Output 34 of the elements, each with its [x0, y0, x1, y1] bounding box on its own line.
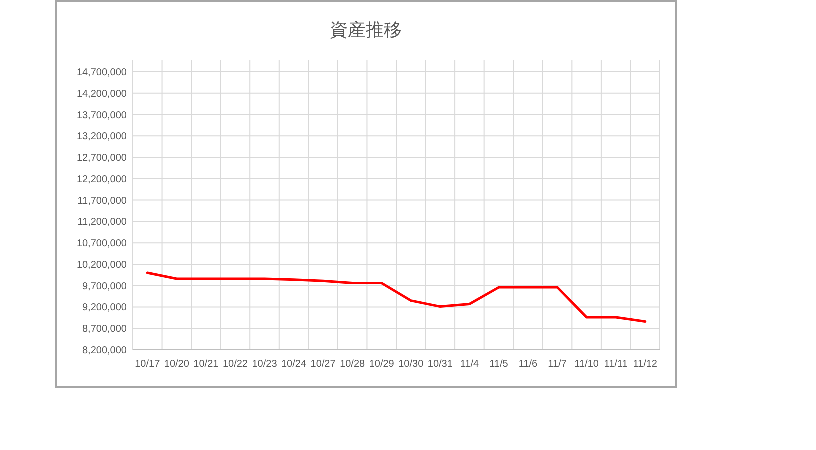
x-tick-label: 10/20: [164, 359, 190, 370]
x-tick-label: 10/28: [340, 359, 366, 370]
y-tick-label: 8,700,000: [82, 324, 128, 336]
x-tick-label: 11/7: [548, 359, 568, 370]
x-tick-label: 10/27: [310, 359, 336, 370]
x-tick-label: 10/17: [135, 359, 161, 370]
x-tick-label: 10/24: [282, 359, 307, 370]
x-tick-label: 10/21: [194, 359, 220, 370]
x-tick-label: 11/12: [633, 359, 658, 370]
line-series: [146, 272, 647, 324]
x-tick-label: 11/10: [574, 359, 600, 370]
x-tick-label: 10/23: [252, 359, 278, 370]
y-tick-label: 8,200,000: [82, 346, 128, 356]
y-tick-label: 12,200,000: [76, 174, 128, 186]
y-tick-label: 11,700,000: [78, 196, 128, 207]
chart-title: 資産推移: [330, 20, 402, 40]
y-tick-label: 14,200,000: [76, 88, 128, 100]
x-tick-label: 10/30: [398, 359, 424, 370]
x-tick-label: 10/31: [428, 359, 454, 370]
y-tick-label: 10,700,000: [76, 238, 128, 250]
y-tick-label: 9,700,000: [82, 281, 128, 292]
y-tick-label: 11,200,000: [78, 217, 128, 228]
x-tick-label: 10/22: [222, 359, 248, 370]
x-tick-label: 11/4: [460, 359, 480, 370]
y-tick-label: 13,700,000: [76, 110, 128, 122]
y-tick-label: 10,200,000: [76, 260, 128, 271]
y-tick-label: 14,700,000: [76, 68, 128, 78]
y-tick-label: 9,200,000: [82, 302, 128, 314]
x-tick-label: 11/6: [518, 359, 538, 370]
y-tick-label: 13,200,000: [76, 132, 128, 143]
x-tick-label: 11/5: [490, 359, 509, 370]
x-tick-label: 10/29: [369, 359, 395, 370]
y-tick-label: 12,700,000: [76, 153, 128, 164]
x-tick-label: 11/11: [604, 359, 628, 370]
